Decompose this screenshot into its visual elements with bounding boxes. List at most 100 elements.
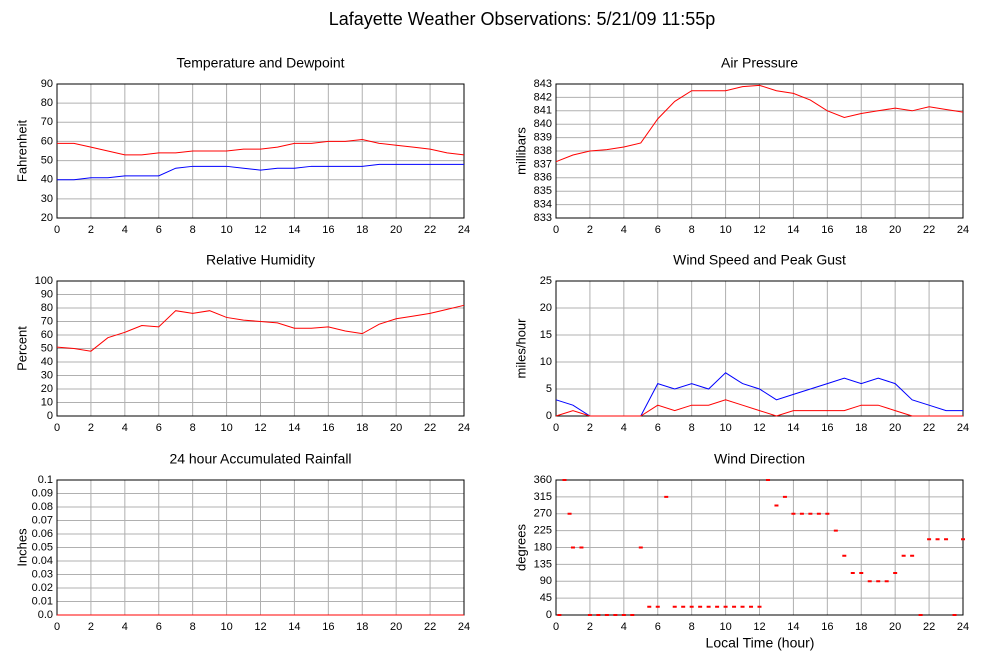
- x-tick-label: 12: [753, 224, 765, 236]
- x-tick-label: 4: [122, 621, 128, 633]
- x-tick-label: 24: [957, 224, 969, 236]
- x-tick-label: 18: [356, 621, 368, 633]
- y-tick-label: 5: [546, 383, 552, 395]
- direction-point: [715, 605, 720, 608]
- y-axis-label: Percent: [14, 326, 29, 371]
- direction-point: [587, 614, 592, 616]
- direction-point: [689, 605, 694, 608]
- direction-point: [927, 538, 932, 541]
- x-tick-label: 0: [54, 621, 60, 633]
- x-tick-label: 2: [587, 422, 593, 434]
- x-tick-label: 8: [689, 422, 695, 434]
- direction-point: [935, 538, 940, 541]
- y-tick-label: 90: [41, 78, 53, 90]
- y-tick-label: 0: [47, 410, 53, 422]
- x-tick-label: 8: [689, 224, 695, 236]
- x-tick-label: 18: [855, 621, 867, 633]
- y-tick-label: 315: [534, 491, 552, 503]
- direction-point: [706, 605, 711, 608]
- y-tick-label: 0.05: [32, 541, 53, 553]
- direction-point: [567, 512, 572, 515]
- x-tick-label: 2: [587, 224, 593, 236]
- direction-point: [664, 495, 669, 498]
- x-tick-label: 24: [458, 224, 470, 236]
- x-tick-label: 6: [655, 224, 661, 236]
- x-tick-label: 6: [156, 422, 162, 434]
- y-axis-label: Fahrenheit: [14, 120, 29, 183]
- x-tick-label: 10: [719, 621, 731, 633]
- direction-point: [893, 572, 898, 574]
- y-tick-label: 80: [41, 302, 53, 314]
- direction-point: [816, 512, 821, 515]
- y-tick-label: 839: [534, 132, 552, 144]
- x-tick-label: 16: [821, 224, 833, 236]
- y-tick-label: 270: [534, 508, 552, 520]
- y-tick-label: 0.09: [32, 487, 53, 499]
- y-tick-label: 20: [41, 383, 53, 395]
- direction-point: [867, 580, 872, 583]
- y-tick-label: 0.0: [38, 609, 53, 621]
- direction-point: [647, 605, 652, 608]
- x-tick-label: 18: [356, 224, 368, 236]
- panel-title: Relative Humidity: [206, 252, 315, 268]
- page-title: Lafayette Weather Observations: 5/21/09 …: [329, 9, 716, 29]
- y-tick-label: 20: [540, 302, 552, 314]
- y-tick-label: 0.04: [32, 555, 53, 567]
- direction-point: [557, 614, 562, 616]
- y-tick-label: 60: [41, 329, 53, 341]
- direction-point: [655, 605, 660, 608]
- y-tick-label: 180: [534, 541, 552, 553]
- x-tick-label: 8: [689, 621, 695, 633]
- x-tick-label: 6: [655, 422, 661, 434]
- y-tick-label: 0: [546, 609, 552, 621]
- x-tick-label: 16: [821, 422, 833, 434]
- x-tick-label: 16: [322, 422, 334, 434]
- x-tick-label: 10: [220, 422, 232, 434]
- x-tick-label: 10: [220, 621, 232, 633]
- y-tick-label: 0: [546, 410, 552, 422]
- x-tick-label: 24: [458, 422, 470, 434]
- x-tick-label: 18: [855, 422, 867, 434]
- x-tick-label: 4: [621, 621, 627, 633]
- direction-point: [842, 554, 847, 557]
- direction-point: [859, 572, 864, 574]
- x-tick-label: 0: [553, 621, 559, 633]
- direction-point: [698, 605, 703, 608]
- x-tick-label: 16: [322, 224, 334, 236]
- plot-frame: [555, 280, 964, 417]
- y-tick-label: 840: [534, 118, 552, 130]
- x-tick-label: 12: [254, 224, 266, 236]
- y-axis-label: degrees: [513, 524, 528, 571]
- x-tick-label: 16: [322, 621, 334, 633]
- x-tick-label: 14: [787, 224, 799, 236]
- direction-point: [613, 614, 618, 616]
- x-tick-label: 2: [587, 621, 593, 633]
- plot-frame: [56, 280, 465, 417]
- y-tick-label: 45: [540, 592, 552, 604]
- y-tick-label: 834: [534, 199, 552, 211]
- direction-point: [740, 605, 745, 608]
- x-tick-label: 12: [753, 422, 765, 434]
- x-tick-label: 22: [424, 224, 436, 236]
- x-tick-label: 20: [889, 224, 901, 236]
- x-tick-label: 12: [254, 422, 266, 434]
- y-tick-label: 30: [41, 369, 53, 381]
- direction-point: [850, 572, 855, 574]
- x-axis-label: Local Time (hour): [706, 635, 815, 651]
- direction-point: [961, 538, 965, 541]
- panel-title: Temperature and Dewpoint: [176, 55, 344, 71]
- x-tick-label: 4: [122, 422, 128, 434]
- y-tick-label: 40: [41, 174, 53, 186]
- direction-point: [732, 605, 737, 608]
- y-tick-label: 838: [534, 145, 552, 157]
- x-tick-label: 0: [54, 422, 60, 434]
- direction-point: [901, 554, 906, 557]
- series-line: [56, 304, 465, 352]
- series-line: [57, 139, 465, 156]
- plot-frame: [56, 83, 465, 219]
- x-tick-label: 14: [787, 422, 799, 434]
- direction-point: [944, 538, 949, 541]
- y-tick-label: 90: [540, 575, 552, 587]
- x-tick-label: 0: [553, 422, 559, 434]
